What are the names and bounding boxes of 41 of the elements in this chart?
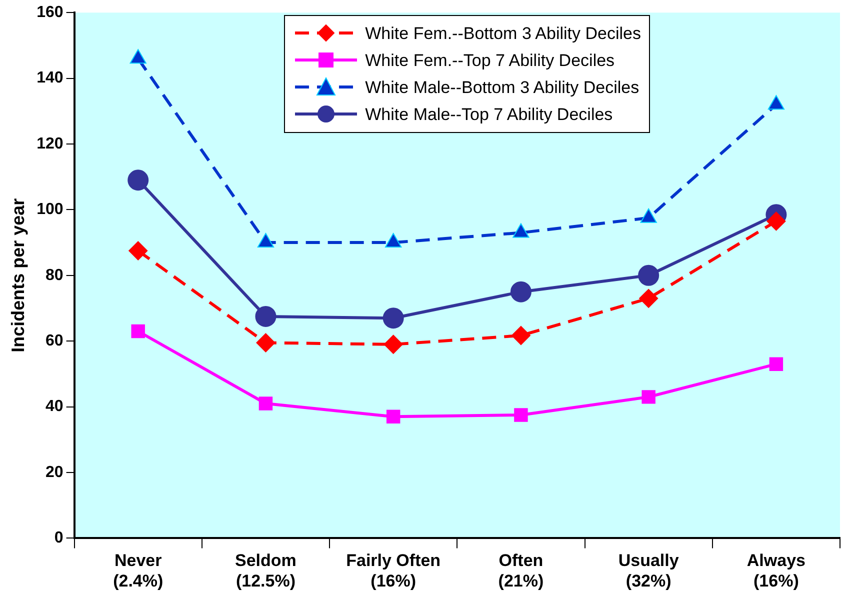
legend-label: White Fem.--Top 7 Ability Deciles — [365, 50, 615, 72]
x-tick-label: Always (16%) — [746, 551, 806, 590]
point — [130, 49, 146, 64]
point — [257, 233, 274, 248]
y-tick-label: 20 — [46, 464, 64, 481]
y-tick-label: 160 — [36, 4, 64, 22]
point — [768, 95, 784, 110]
x-tick-label: Usually (32%) — [618, 551, 680, 590]
y-axis-title: Incidents per year — [8, 198, 28, 352]
point — [769, 357, 784, 371]
y-tick-label: 120 — [36, 135, 64, 152]
x-tick-label: Seldom (12.5%) — [235, 551, 296, 590]
legend-label: White Male--Bottom 3 Ability Deciles — [365, 76, 640, 99]
point — [258, 396, 273, 410]
y-tick-label: 60 — [46, 332, 64, 350]
point — [639, 288, 658, 308]
point — [384, 334, 403, 354]
point — [642, 390, 656, 404]
y-tick-label: 80 — [46, 266, 64, 284]
y-tick-label: 40 — [46, 398, 64, 416]
point — [382, 308, 404, 329]
point — [131, 324, 145, 338]
point — [256, 333, 276, 352]
point — [386, 410, 400, 424]
point — [511, 326, 530, 346]
legend-label: White Fem.--Bottom 3 Ability Deciles — [365, 22, 641, 45]
point — [510, 281, 532, 302]
point — [514, 408, 528, 422]
x-tick-label: Fairly Often (16%) — [346, 551, 441, 590]
y-tick-label: 100 — [36, 201, 64, 218]
point — [385, 233, 402, 248]
point — [638, 264, 660, 286]
x-tick-label: Never (2.4%) — [113, 551, 164, 590]
y-tick-label: 0 — [54, 530, 64, 547]
point — [766, 212, 786, 231]
y-tick-label: 140 — [36, 70, 64, 87]
x-tick-label: Often (21%) — [498, 551, 544, 590]
legend-label: White Male--Top 7 Ability Deciles — [365, 104, 613, 126]
point — [255, 306, 276, 327]
point — [128, 170, 149, 191]
point — [128, 241, 148, 260]
